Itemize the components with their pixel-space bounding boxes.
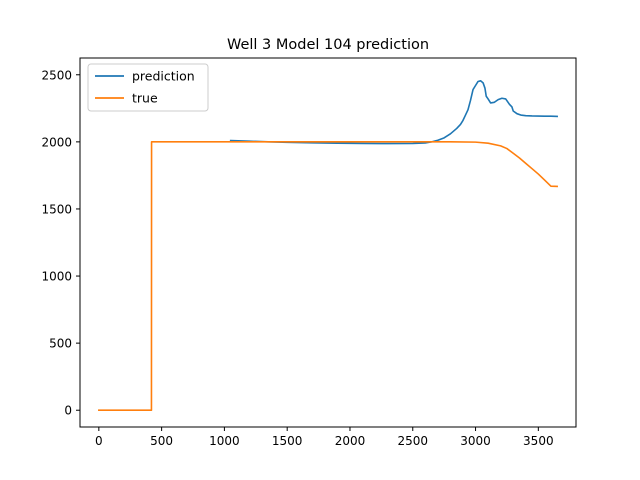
y-tick-label: 0 (64, 404, 72, 418)
x-tick-label: 2000 (335, 434, 366, 448)
x-tick-label: 1500 (272, 434, 303, 448)
series-line-true (98, 141, 558, 412)
y-tick-label: 1500 (41, 202, 72, 216)
x-axis: 0 500 1000 1500 2000 2500 3000 3500 (95, 427, 554, 448)
y-axis: 0 500 1000 1500 2000 2500 (41, 68, 80, 418)
y-tick-label: 1000 (41, 270, 72, 284)
x-tick-label: 2500 (397, 434, 428, 448)
plot-area-frame (79, 57, 577, 428)
legend-label-true: true (132, 91, 158, 106)
series-line-prediction (229, 80, 558, 145)
legend: prediction true (87, 63, 209, 112)
y-tick-label: 2500 (41, 68, 72, 82)
legend-label-prediction: prediction (132, 69, 195, 84)
chart-title: Well 3 Model 104 prediction (227, 37, 429, 53)
y-tick-label: 2000 (41, 135, 72, 149)
y-tick-label: 500 (49, 337, 72, 351)
x-tick-label: 3500 (523, 434, 554, 448)
x-tick-label: 500 (150, 434, 173, 448)
x-tick-label: 1000 (209, 434, 240, 448)
x-tick-label: 0 (95, 434, 103, 448)
plot-series (98, 80, 558, 412)
x-tick-label: 3000 (460, 434, 491, 448)
